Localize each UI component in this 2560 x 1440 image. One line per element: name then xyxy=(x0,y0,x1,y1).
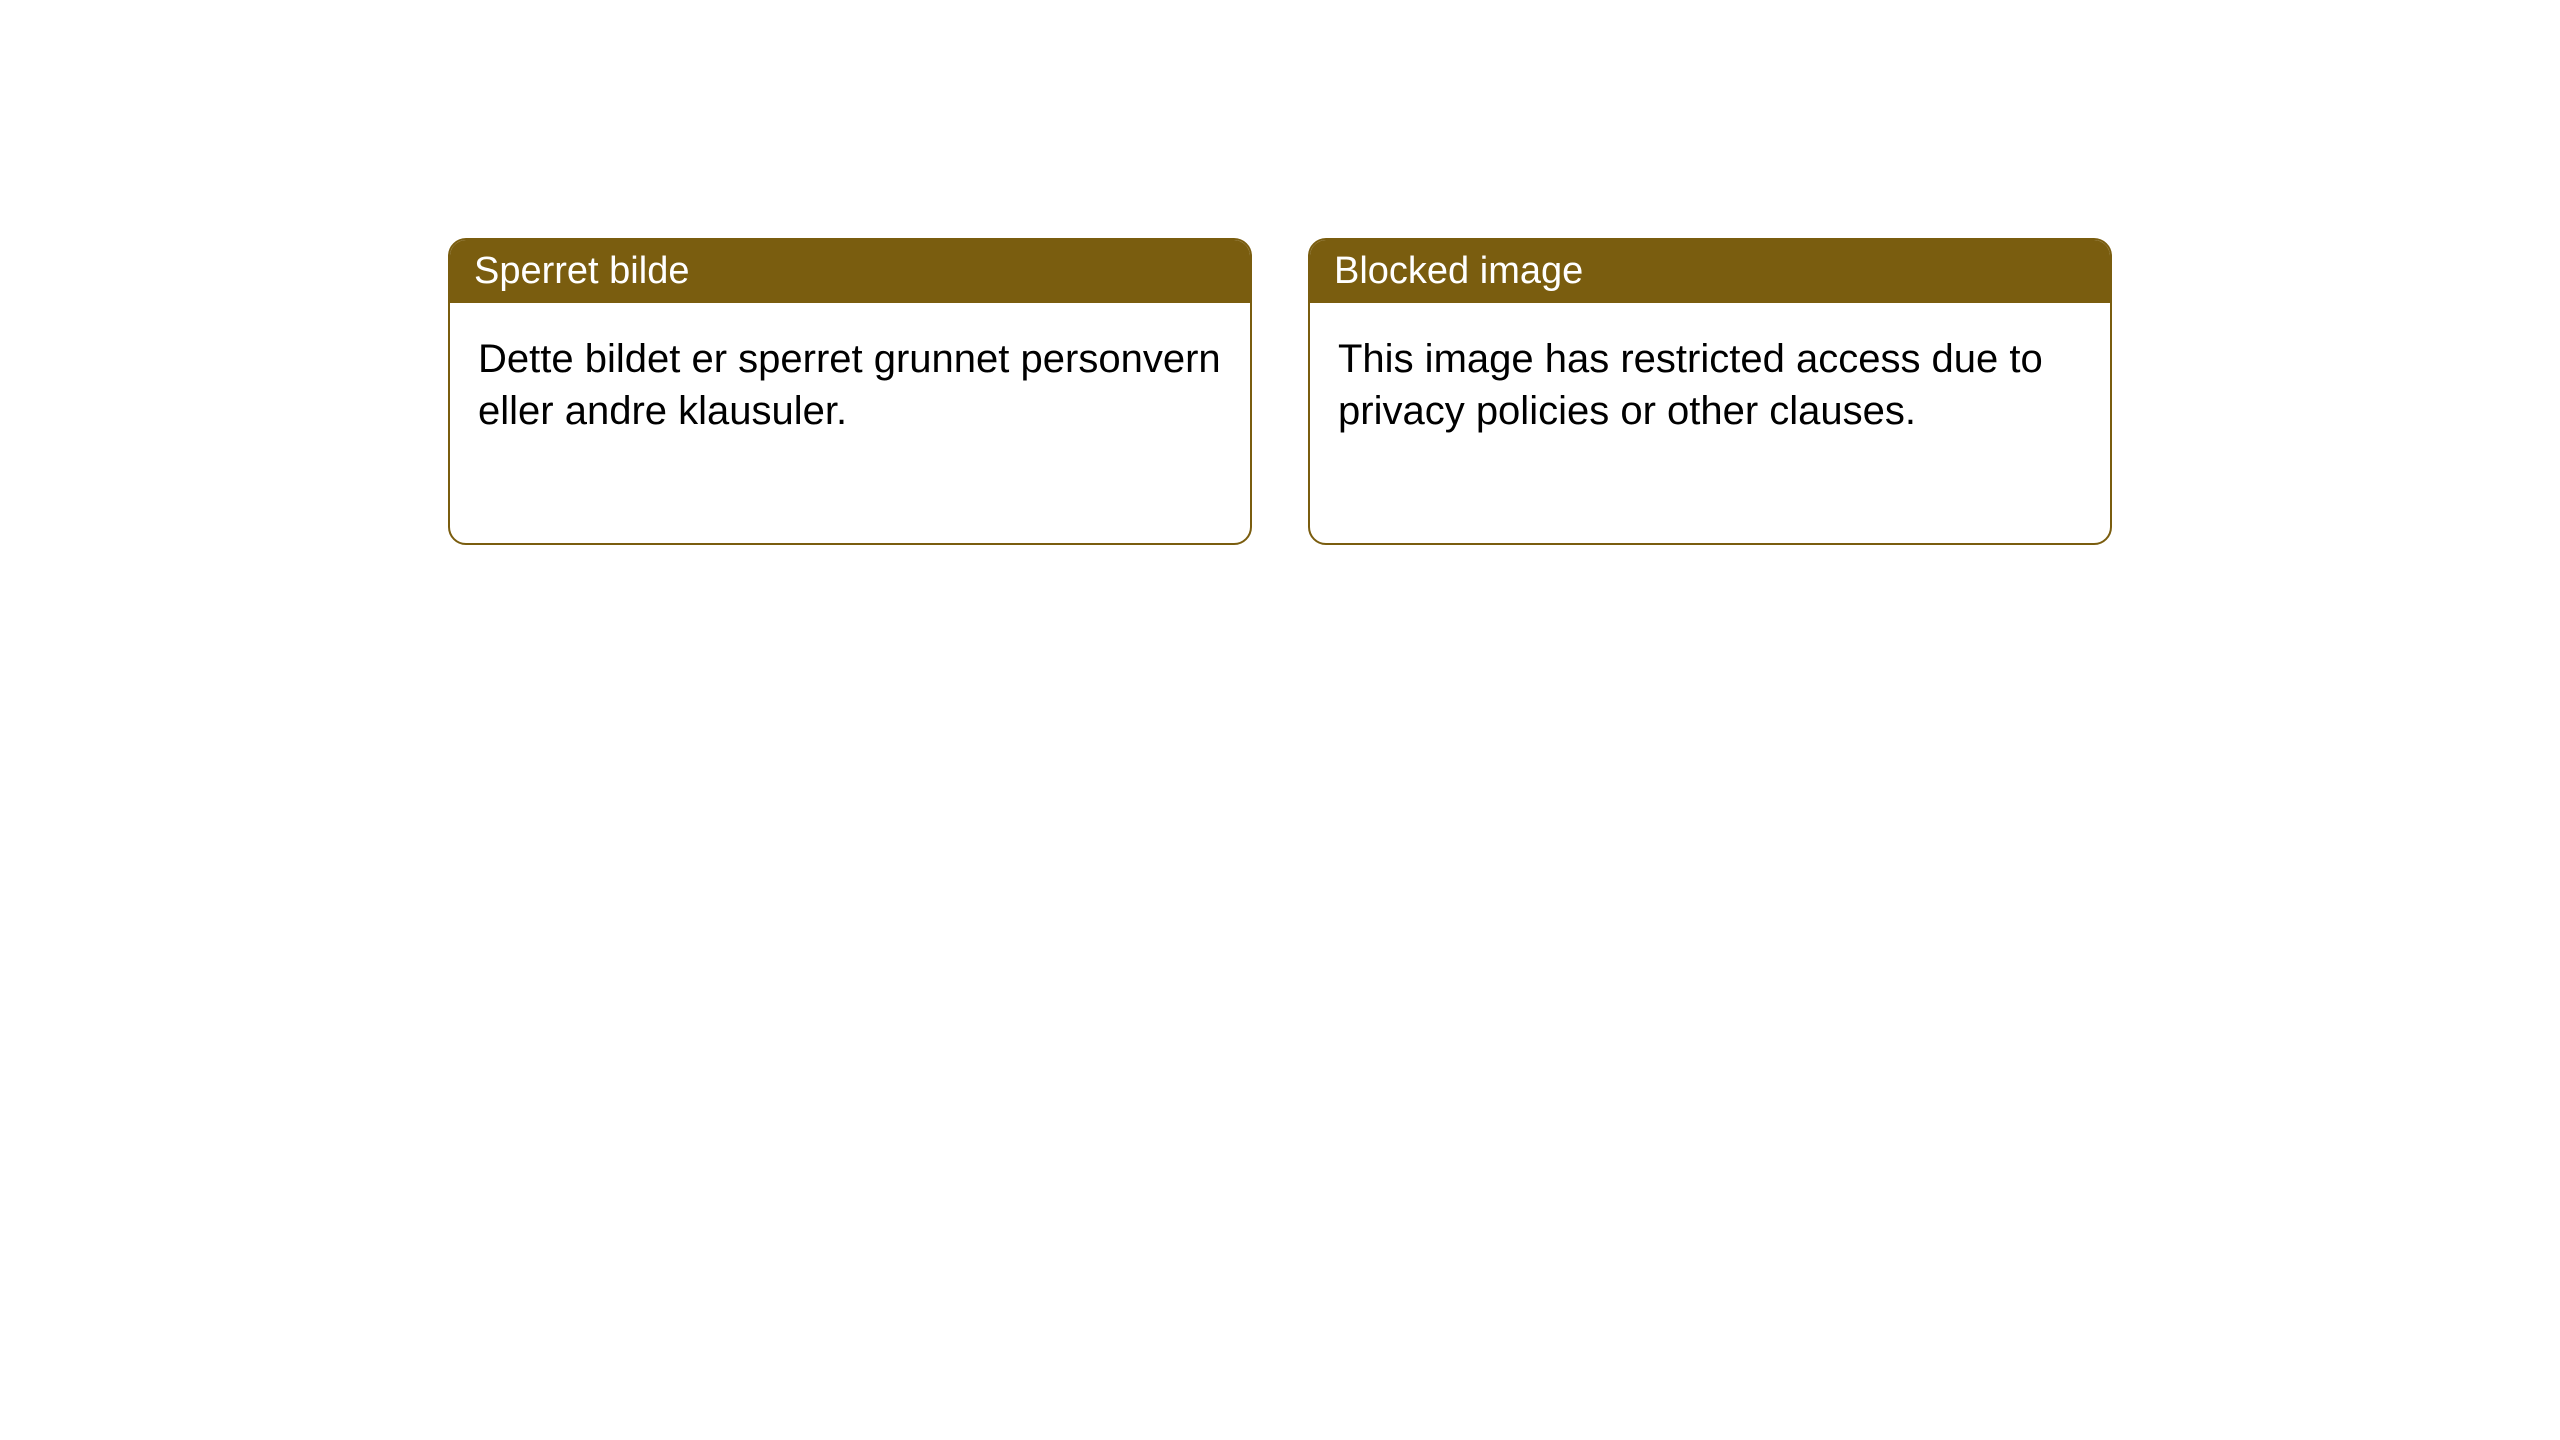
notice-body: This image has restricted access due to … xyxy=(1310,303,2110,543)
notice-container: Sperret bilde Dette bildet er sperret gr… xyxy=(448,238,2112,545)
notice-header: Blocked image xyxy=(1310,240,2110,303)
notice-box-norwegian: Sperret bilde Dette bildet er sperret gr… xyxy=(448,238,1252,545)
notice-header: Sperret bilde xyxy=(450,240,1250,303)
notice-body: Dette bildet er sperret grunnet personve… xyxy=(450,303,1250,543)
notice-box-english: Blocked image This image has restricted … xyxy=(1308,238,2112,545)
